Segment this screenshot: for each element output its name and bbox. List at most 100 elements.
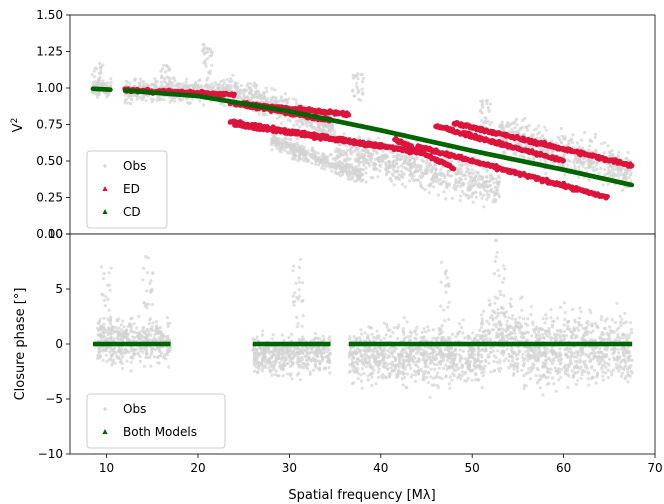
v2-obs-point	[590, 166, 595, 170]
v2-obs-point	[582, 161, 586, 165]
v2-obs-point	[309, 153, 313, 157]
v2-obs-point	[541, 134, 545, 138]
v2-obs-point	[355, 167, 359, 171]
v2-obs-point	[414, 166, 418, 170]
v2-obs-peak-point	[210, 63, 214, 67]
v2-obs-point	[279, 121, 283, 125]
v2-obs-point	[404, 154, 408, 158]
v2-obs-point	[185, 77, 189, 81]
v2-obs-point	[295, 137, 299, 141]
v2-obs-point	[150, 100, 154, 104]
v2-obs-point	[376, 136, 380, 140]
v2-obs-point	[344, 164, 348, 168]
v2-obs-point	[591, 161, 595, 165]
v2-obs-point	[297, 143, 301, 147]
v2-obs-point	[579, 162, 583, 166]
v2-obs-point	[396, 165, 400, 169]
v2-obs-point	[501, 124, 505, 128]
v2-obs-point	[446, 169, 450, 173]
v2-obs-point	[395, 156, 399, 160]
v2-obs-point	[560, 134, 564, 138]
v2-obs-point	[443, 176, 447, 180]
v2-obs-peak-point	[204, 64, 208, 68]
v2-obs-point	[243, 88, 247, 92]
v2-obs-point	[612, 164, 616, 168]
v2-obs-point	[336, 172, 340, 176]
v2-obs-point	[181, 97, 185, 101]
v2-obs-point	[322, 167, 327, 171]
v2-obs-point	[384, 161, 388, 165]
v2-obs-point	[269, 98, 273, 102]
v2-obs-point	[364, 180, 368, 184]
v2-obs-point	[310, 126, 314, 130]
v2-obs-point	[516, 141, 521, 145]
v2-obs-point	[369, 154, 373, 158]
v2-obs-point	[229, 77, 233, 81]
v2-obs-point	[228, 85, 232, 89]
v2-obs-point	[606, 171, 610, 176]
v2-obs-point	[279, 95, 283, 99]
v2-obs-point	[593, 135, 597, 139]
v2-obs-point	[466, 181, 471, 186]
v2-obs-point	[325, 123, 329, 127]
v2-obs-point	[421, 186, 425, 190]
v2-obs-point	[141, 79, 145, 83]
v2-obs-point	[249, 82, 253, 86]
v2-obs-point	[588, 161, 592, 166]
v2-obs-point	[317, 163, 321, 167]
v2-obs-point	[276, 136, 280, 141]
v2-obs-point	[404, 167, 408, 171]
v2-obs-point	[457, 180, 461, 184]
v2-obs-point	[281, 142, 285, 147]
v2-obs-point	[527, 124, 531, 128]
v2-obs-point	[544, 171, 548, 176]
v2-obs-point	[340, 152, 344, 157]
v2-obs-point	[430, 164, 434, 169]
v2-obs-point	[380, 154, 384, 158]
v2-obs-point	[181, 84, 185, 88]
v2-obs-peak-point	[165, 75, 169, 79]
v2-obs-point	[173, 79, 177, 83]
v2-obs-point	[350, 177, 354, 181]
v2-obs-point	[586, 148, 590, 153]
v2-obs-point	[436, 193, 440, 197]
v2-obs-point	[329, 152, 333, 156]
v2-obs-point	[357, 156, 361, 160]
v2-obs-point	[546, 148, 550, 153]
v2-obs-peak-point	[483, 119, 487, 123]
v2-obs-point	[284, 98, 288, 102]
v2-obs-point	[271, 133, 275, 137]
v2-obs-point	[105, 95, 109, 99]
v2-obs-peak-point	[164, 81, 168, 85]
v2-obs-point	[459, 182, 464, 186]
v2-obs-point	[357, 160, 361, 164]
v2-obs-point	[582, 130, 587, 135]
v2-obs-point	[321, 164, 325, 168]
v2-obs-point	[454, 177, 458, 182]
v2-obs-point	[530, 135, 534, 139]
v2-obs-point	[421, 175, 425, 179]
v2-obs-point	[626, 151, 630, 155]
v2-obs-point	[288, 119, 292, 123]
v2-obs-point	[154, 80, 158, 84]
v2-obs-point	[359, 160, 363, 164]
v2-obs-point	[135, 97, 139, 101]
v2-obs-point	[360, 155, 364, 159]
v2-obs-point	[306, 120, 310, 124]
v2-obs-point	[252, 94, 256, 98]
v2-obs-point	[466, 185, 470, 189]
v2-obs-point	[522, 132, 526, 136]
v2-obs-point	[393, 170, 397, 174]
v2-obs-point	[330, 133, 334, 137]
v2-obs-point	[485, 197, 489, 201]
v2-obs-point	[427, 164, 431, 168]
v2-obs-point	[377, 160, 382, 164]
v2-obs-point	[344, 151, 348, 156]
v2-obs-point	[292, 149, 296, 153]
v2-obs-point	[268, 100, 272, 105]
v2-obs-point	[357, 136, 361, 141]
v2-obs-point	[441, 180, 445, 184]
v2-obs-point	[104, 91, 108, 95]
v2-obs-point	[378, 169, 382, 173]
v2-obs-point	[525, 128, 530, 132]
